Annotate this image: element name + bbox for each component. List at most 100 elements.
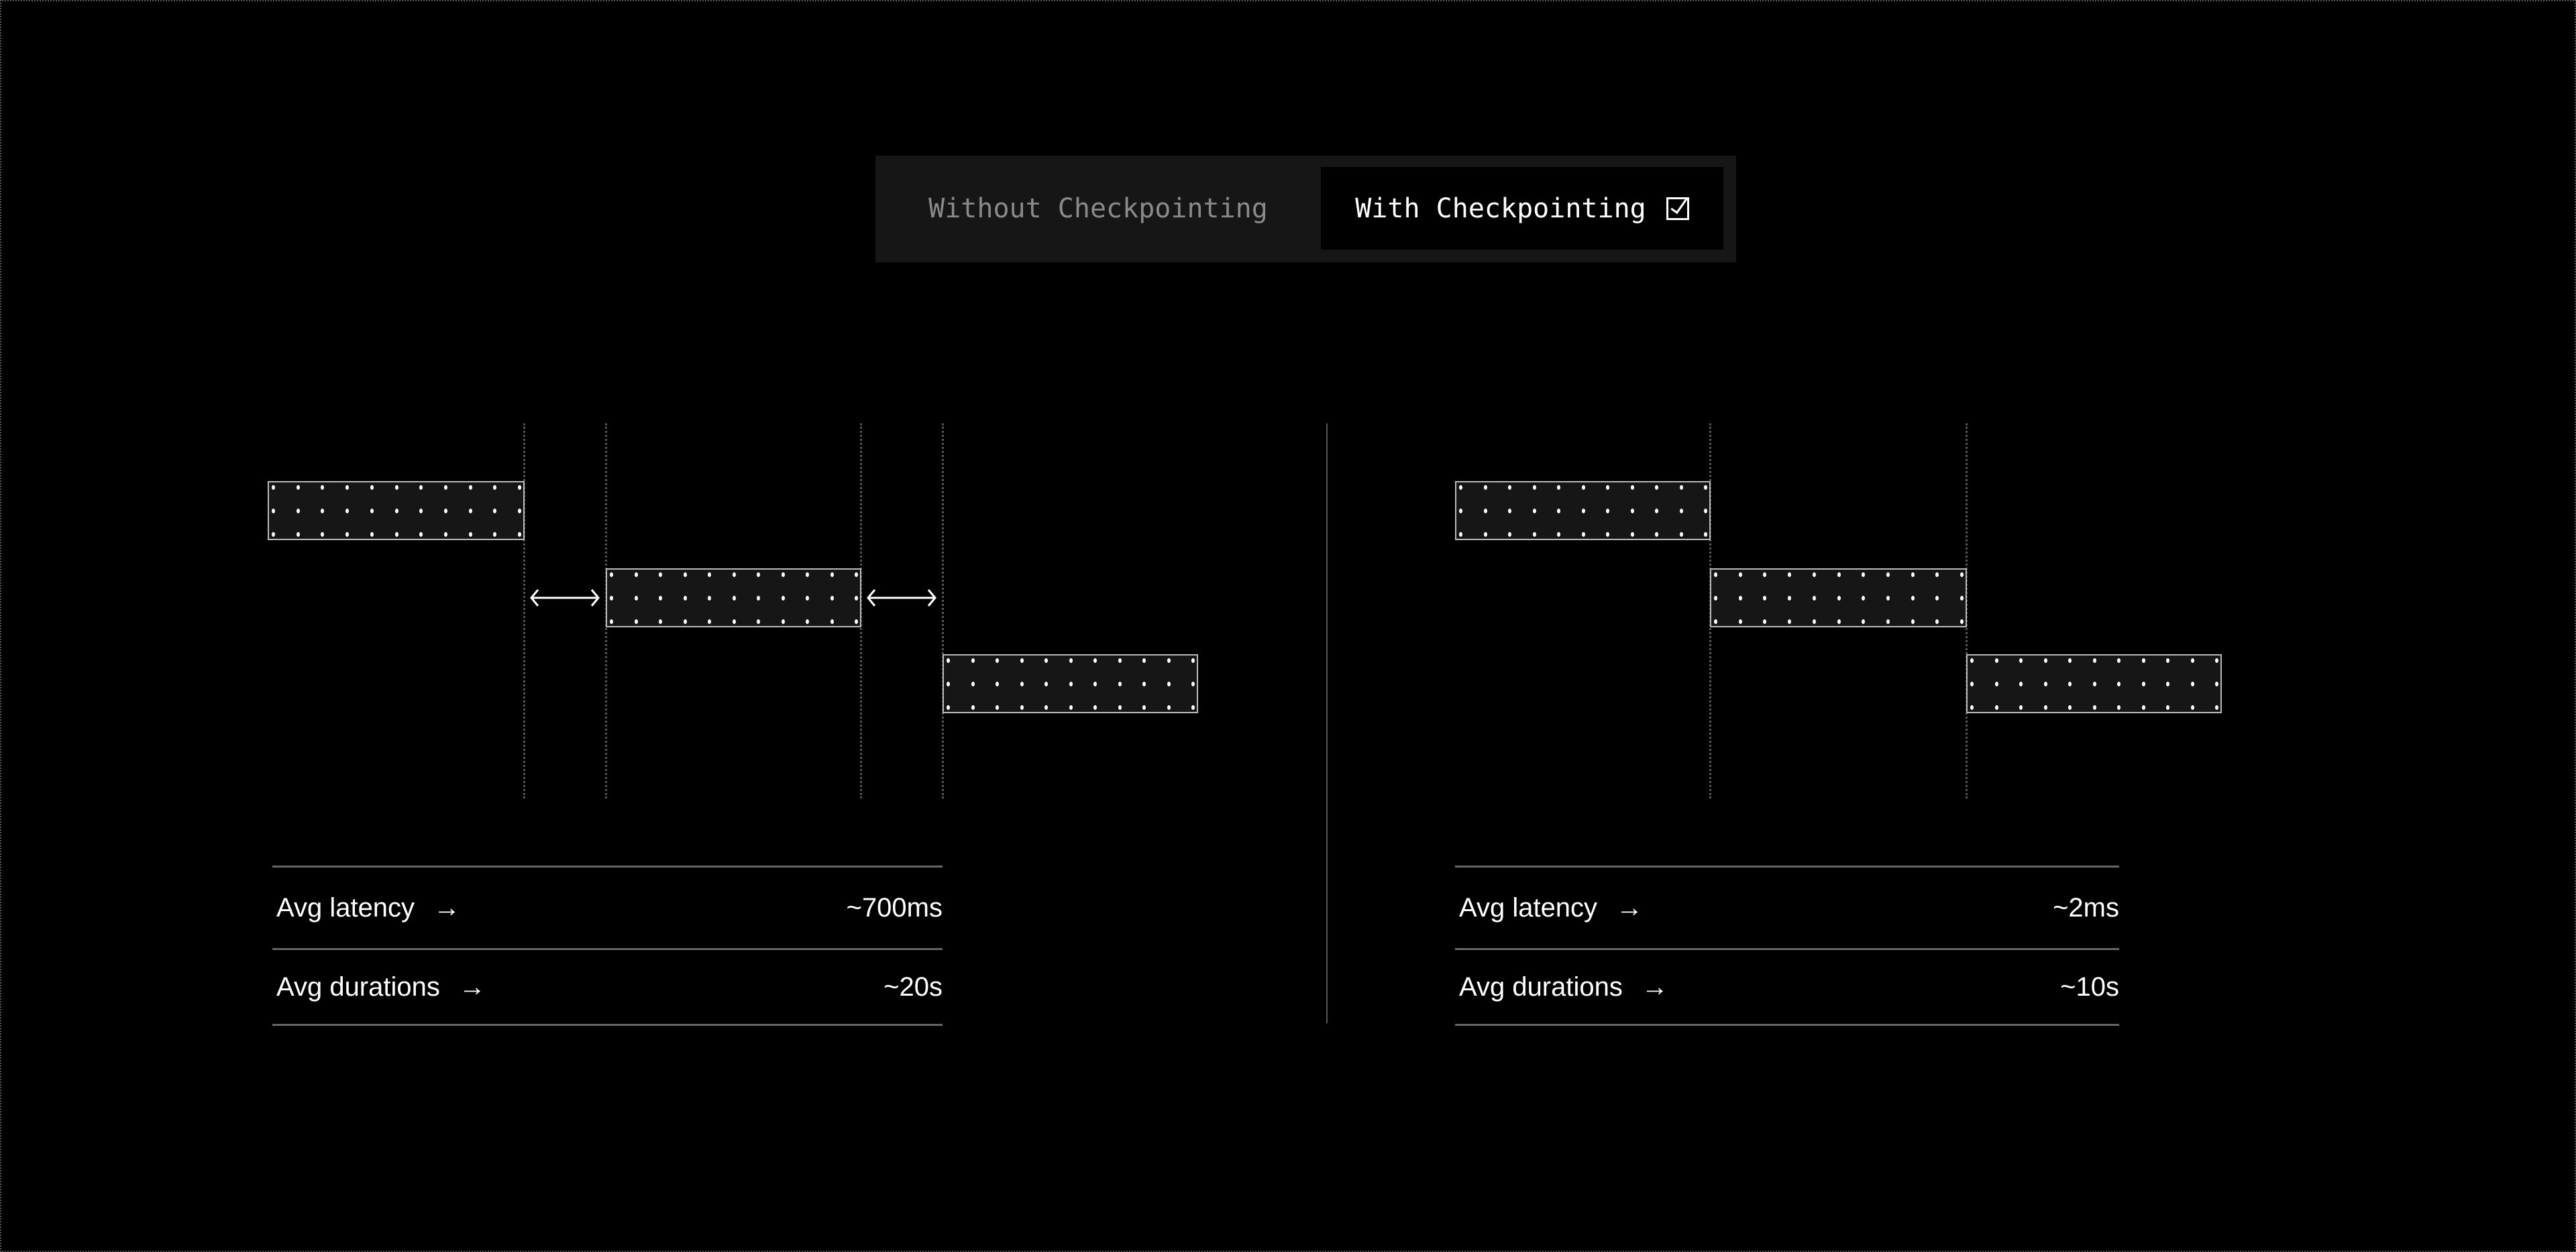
bar-dot — [1069, 658, 1073, 663]
bar-dot — [1020, 705, 1024, 710]
bar-dot — [1837, 572, 1841, 577]
stat-value: ~700ms — [846, 892, 943, 923]
bar-dot — [781, 619, 785, 624]
right-stats: Avg latency → ~2ms Avg durations → ~10s — [1455, 866, 2119, 1026]
bar-dot — [2166, 658, 2169, 663]
bar-dot — [1142, 682, 1146, 686]
bar-dot — [1142, 658, 1146, 663]
bar-dot — [1118, 705, 1122, 710]
bar-dot — [2068, 658, 2072, 663]
gap-arrow-icon — [530, 589, 600, 607]
bar-dot — [1911, 572, 1915, 577]
bar-dot — [1044, 682, 1048, 686]
bar-dot — [1837, 619, 1841, 624]
bar-dot — [370, 509, 374, 513]
stat-row: Avg latency → ~700ms — [272, 866, 943, 948]
bar-dot — [1788, 596, 1792, 601]
bar-dot — [855, 572, 858, 577]
bar-dot — [830, 619, 834, 624]
bar-dot — [1191, 705, 1195, 710]
bar-dot — [1970, 682, 1974, 686]
bar-dot — [1812, 619, 1816, 624]
bar-dot — [708, 619, 711, 624]
bar-dot — [345, 532, 350, 537]
bar-dot — [1044, 658, 1048, 663]
bar-dot — [1532, 532, 1536, 537]
bar-dot — [1483, 509, 1487, 513]
bar-dot — [493, 532, 497, 537]
bar-dot — [683, 596, 687, 601]
bar-dot — [855, 619, 858, 624]
bar-dot — [1093, 705, 1097, 710]
bar-dot — [855, 596, 858, 601]
bar-dot — [1069, 705, 1073, 710]
stat-value: ~2ms — [2053, 892, 2119, 923]
bar-dot — [996, 682, 999, 686]
bar-dot — [947, 682, 950, 686]
task-bar — [1710, 568, 1967, 627]
checkbox-checked-icon — [1666, 197, 1689, 220]
bar-dot — [1679, 509, 1683, 513]
bar-dot — [947, 658, 950, 663]
bar-dot — [757, 596, 760, 601]
bar-dot — [1532, 485, 1536, 490]
bar-dot — [1118, 682, 1122, 686]
bar-dot — [296, 532, 300, 537]
bar-dot — [732, 619, 736, 624]
with-checkpointing-tab[interactable]: With Checkpointing — [1321, 167, 1723, 250]
bar-dot — [518, 509, 521, 513]
bar-dot — [1606, 532, 1609, 537]
bar-dot — [296, 485, 300, 490]
bar-dot — [1093, 658, 1097, 663]
bar-dot — [1714, 619, 1717, 624]
bar-dot — [732, 596, 736, 601]
bar-dot — [2043, 682, 2047, 686]
bar-dot — [781, 596, 785, 601]
bar-dot — [1714, 572, 1717, 577]
bar-dot — [2166, 705, 2169, 710]
bar-dot — [1606, 485, 1609, 490]
bar-dot — [1483, 485, 1487, 490]
bar-dot — [2190, 682, 2194, 686]
bar-dot — [1459, 485, 1462, 490]
task-bar — [1966, 654, 2222, 713]
bar-dot — [830, 572, 834, 577]
bar-dot — [1630, 485, 1634, 490]
bar-dot — [1994, 705, 1998, 710]
bar-dot — [1994, 658, 1998, 663]
bar-dot — [708, 572, 711, 577]
bar-dot — [2215, 658, 2218, 663]
bar-dot — [345, 509, 350, 513]
bar-dot — [394, 532, 398, 537]
bar-dot — [468, 532, 472, 537]
bar-dot — [1970, 705, 1974, 710]
task-bar — [1455, 481, 1711, 540]
bar-dot — [757, 572, 760, 577]
bar-dot — [1763, 572, 1767, 577]
bar-dot — [2117, 682, 2121, 686]
bar-dot — [1738, 619, 1742, 624]
gap-arrow-icon — [867, 589, 936, 607]
without-checkpointing-tab[interactable]: Without Checkpointing — [928, 193, 1268, 224]
bar-dot — [1459, 509, 1462, 513]
bar-dot — [518, 532, 521, 537]
bar-dot — [1886, 596, 1890, 601]
bar-dot — [1557, 485, 1560, 490]
bar-dot — [1581, 509, 1585, 513]
bar-dot — [683, 619, 687, 624]
bar-dot — [1606, 509, 1609, 513]
bar-dot — [1960, 619, 1964, 624]
task-bar — [943, 654, 1198, 713]
bar-dot — [2190, 705, 2194, 710]
bar-dot — [1508, 485, 1511, 490]
bar-dot — [1020, 682, 1024, 686]
bar-dot — [1557, 509, 1560, 513]
bar-dot — [806, 619, 809, 624]
bar-dot — [830, 596, 834, 601]
bar-dot — [370, 485, 374, 490]
stat-label: Avg latency — [1459, 892, 1598, 923]
bar-dot — [610, 596, 613, 601]
bar-dot — [659, 619, 662, 624]
bar-dot — [1655, 485, 1658, 490]
bar-dot — [2092, 705, 2096, 710]
